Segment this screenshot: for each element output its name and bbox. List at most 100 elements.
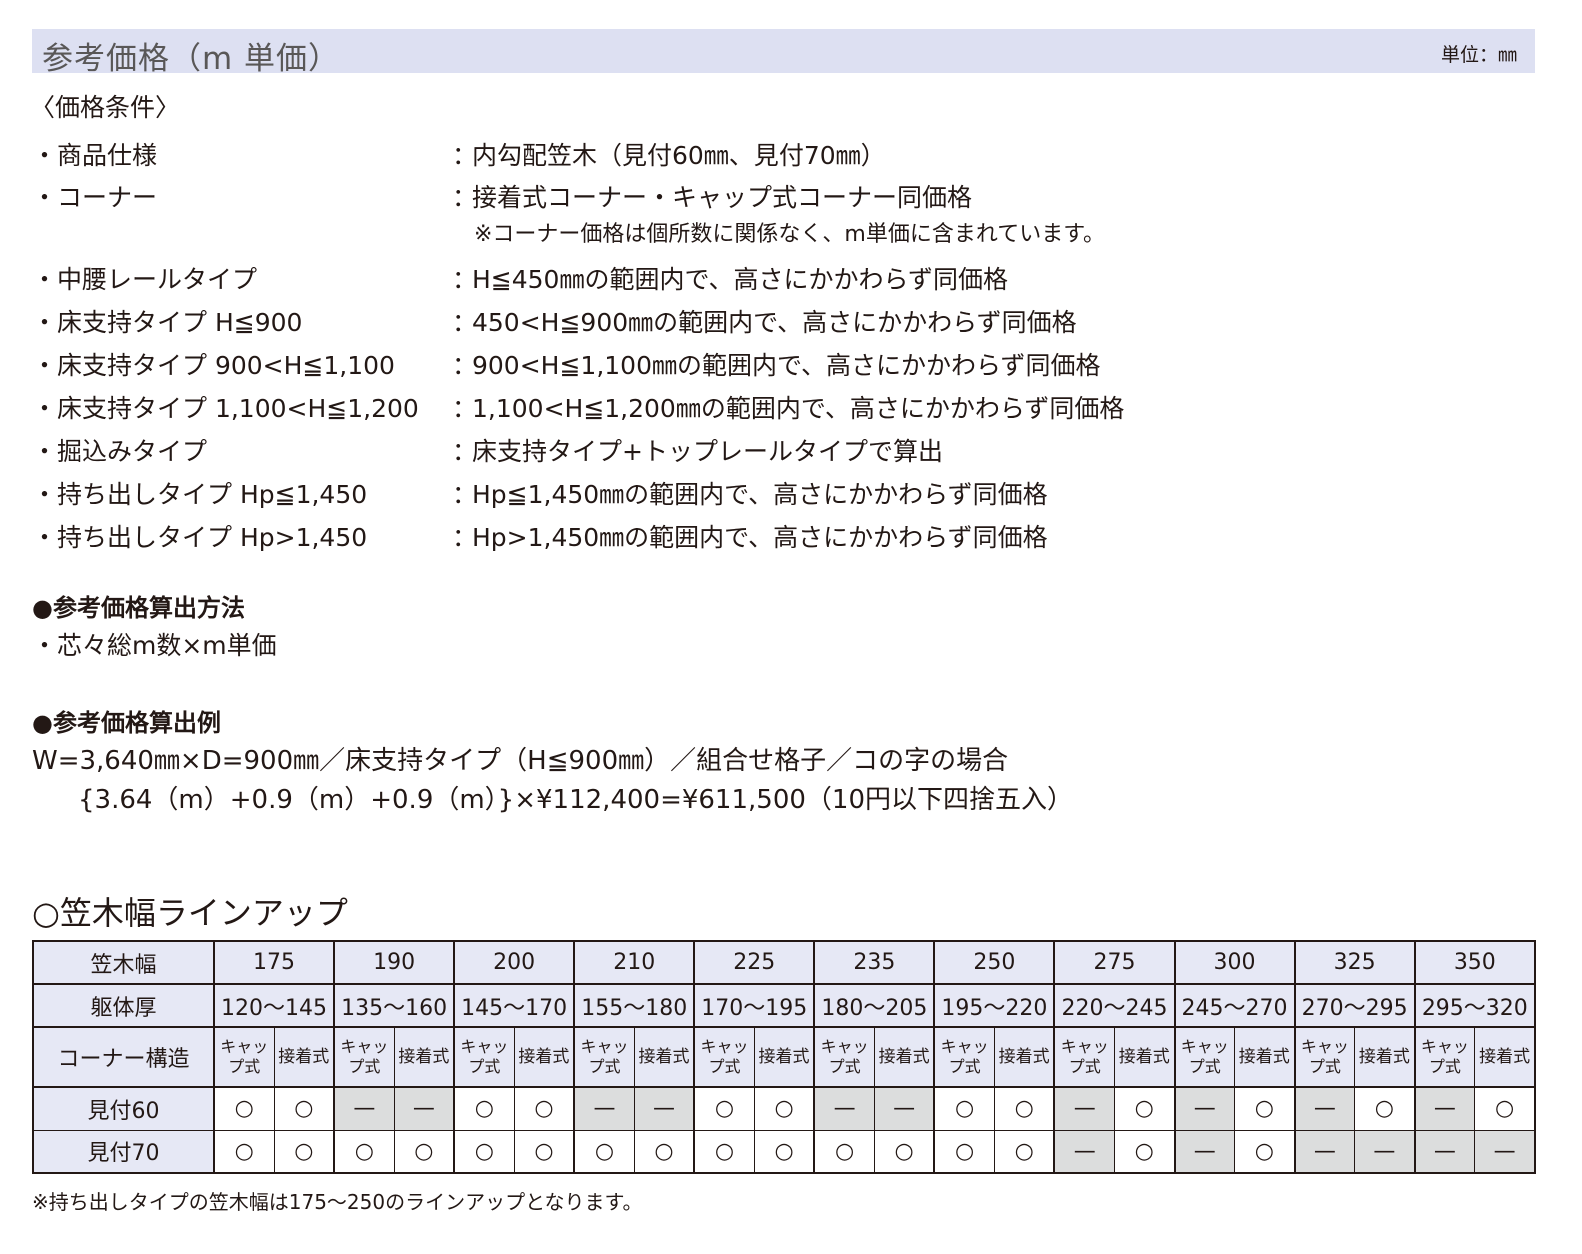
corner-type-cap: キャップ式	[453, 1026, 515, 1088]
colon: ：	[452, 141, 478, 170]
body-thickness-cell: 155〜180	[573, 983, 696, 1028]
row-label-body: 躯体厚	[32, 983, 215, 1028]
colon: ：	[452, 437, 478, 466]
corner-type-adhesive: 接着式	[1354, 1026, 1416, 1088]
available-cell: ○	[1474, 1086, 1537, 1131]
corner-type-adhesive: 接着式	[393, 1026, 456, 1088]
available-cell: ○	[213, 1129, 275, 1174]
width-cell: 225	[693, 940, 816, 985]
unavailable-cell: —	[1294, 1129, 1356, 1174]
available-cell: ○	[993, 1129, 1056, 1174]
colon: ：	[452, 265, 478, 294]
unavailable-cell: —	[393, 1086, 456, 1131]
width-cell: 325	[1294, 940, 1416, 985]
lineup-table: 笠木幅 175 190 200 210 225 235 250 275 300 325 350 躯体厚 1…	[32, 940, 1537, 1174]
unit-label: 単位：㎜	[1440, 44, 1517, 66]
colon: ：	[452, 183, 478, 212]
condition-value: 内勾配笠木（見付60㎜、見付70㎜）	[472, 141, 886, 170]
unavailable-cell: —	[1414, 1086, 1476, 1131]
available-cell: ○	[333, 1129, 395, 1174]
corner-type-adhesive: 接着式	[873, 1026, 936, 1088]
colon: ：	[452, 394, 478, 423]
lineup-footnote: ※持ち出しタイプの笠木幅は175〜250のラインアップとなります。	[32, 1190, 643, 1214]
lineup-heading: ○笠木幅ラインアップ	[32, 894, 348, 932]
available-cell: ○	[633, 1129, 696, 1174]
unavailable-cell: —	[1173, 1086, 1236, 1131]
corner-type-adhesive: 接着式	[633, 1026, 696, 1088]
corner-type-cap: キャップ式	[1053, 1026, 1115, 1088]
body-thickness-cell: 135〜160	[333, 983, 456, 1028]
body-thickness-cell: 145〜170	[453, 983, 576, 1028]
unavailable-cell: —	[633, 1086, 696, 1131]
available-cell: ○	[513, 1129, 576, 1174]
corner-type-cap: キャップ式	[1414, 1026, 1476, 1088]
body-thickness-cell: 220〜245	[1053, 983, 1176, 1028]
available-cell: ○	[1234, 1086, 1296, 1131]
width-cell: 275	[1053, 940, 1176, 985]
width-cell: 250	[933, 940, 1056, 985]
corner-type-cap: キャップ式	[933, 1026, 995, 1088]
available-cell: ○	[753, 1129, 816, 1174]
colon: ：	[452, 351, 478, 380]
condition-value: 450<H≦900㎜の範囲内で、高さにかかわらず同価格	[472, 308, 1077, 337]
condition-value: H≦450㎜の範囲内で、高さにかかわらず同価格	[472, 265, 1008, 294]
available-cell: ○	[753, 1086, 816, 1131]
row-label-width: 笠木幅	[32, 940, 215, 985]
available-cell: ○	[453, 1129, 515, 1174]
method-text: ・芯々総m数×m単価	[32, 631, 277, 660]
available-cell: ○	[393, 1129, 456, 1174]
available-cell: ○	[933, 1129, 995, 1174]
condition-value: 床支持タイプ+トップレールタイプで算出	[472, 437, 943, 466]
example-line-2: {3.64（m）+0.9（m）+0.9（m）}×¥112,400=¥611,50…	[78, 785, 1073, 815]
body-thickness-cell: 120〜145	[213, 983, 336, 1028]
unavailable-cell: —	[873, 1086, 936, 1131]
unavailable-cell: —	[573, 1086, 635, 1131]
corner-type-cap: キャップ式	[1294, 1026, 1356, 1088]
width-cell: 190	[333, 940, 456, 985]
unavailable-cell: —	[1474, 1129, 1537, 1174]
row-label-m70: 見付70	[32, 1129, 215, 1174]
condition-value: Hp≦1,450㎜の範囲内で、高さにかかわらず同価格	[472, 480, 1048, 509]
unavailable-cell: —	[813, 1086, 875, 1131]
available-cell: ○	[693, 1086, 755, 1131]
width-cell: 300	[1173, 940, 1296, 985]
available-cell: ○	[1354, 1086, 1416, 1131]
conditions-heading: 〈価格条件〉	[30, 93, 181, 122]
corner-type-cap: キャップ式	[1173, 1026, 1236, 1088]
unavailable-cell: —	[1053, 1129, 1115, 1174]
available-cell: ○	[1113, 1129, 1176, 1174]
corner-type-adhesive: 接着式	[753, 1026, 816, 1088]
condition-label: ・床支持タイプ H≦900	[32, 308, 303, 337]
condition-label: ・床支持タイプ 900<H≦1,100	[32, 351, 395, 380]
body-thickness-cell: 180〜205	[813, 983, 936, 1028]
body-thickness-cell: 295〜320	[1414, 983, 1537, 1028]
corner-type-adhesive: 接着式	[1474, 1026, 1537, 1088]
available-cell: ○	[273, 1086, 336, 1131]
available-cell: ○	[873, 1129, 936, 1174]
available-cell: ○	[933, 1086, 995, 1131]
available-cell: ○	[453, 1086, 515, 1131]
available-cell: ○	[213, 1086, 275, 1131]
body-thickness-cell: 245〜270	[1173, 983, 1296, 1028]
width-cell: 235	[813, 940, 936, 985]
width-cell: 200	[453, 940, 576, 985]
colon: ：	[452, 523, 478, 552]
body-thickness-cell: 195〜220	[933, 983, 1056, 1028]
available-cell: ○	[1234, 1129, 1296, 1174]
corner-type-cap: キャップ式	[333, 1026, 395, 1088]
corner-note: ※コーナー価格は個所数に関係なく、m単価に含まれています。	[474, 222, 1106, 247]
available-cell: ○	[993, 1086, 1056, 1131]
condition-label: ・持ち出しタイプ Hp≦1,450	[32, 480, 368, 509]
colon: ：	[452, 308, 478, 337]
unavailable-cell: —	[1354, 1129, 1416, 1174]
unavailable-cell: —	[333, 1086, 395, 1131]
example-heading: ●参考価格算出例	[32, 709, 221, 737]
condition-label: ・掘込みタイプ	[32, 437, 208, 466]
unavailable-cell: —	[1414, 1129, 1476, 1174]
corner-type-cap: キャップ式	[573, 1026, 635, 1088]
condition-value: 900<H≦1,100㎜の範囲内で、高さにかかわらず同価格	[472, 351, 1101, 380]
condition-label: ・中腰レールタイプ	[32, 265, 258, 294]
corner-type-adhesive: 接着式	[273, 1026, 336, 1088]
available-cell: ○	[513, 1086, 576, 1131]
section-title-bar: 参考価格（m 単価） 単位：㎜	[32, 29, 1535, 77]
